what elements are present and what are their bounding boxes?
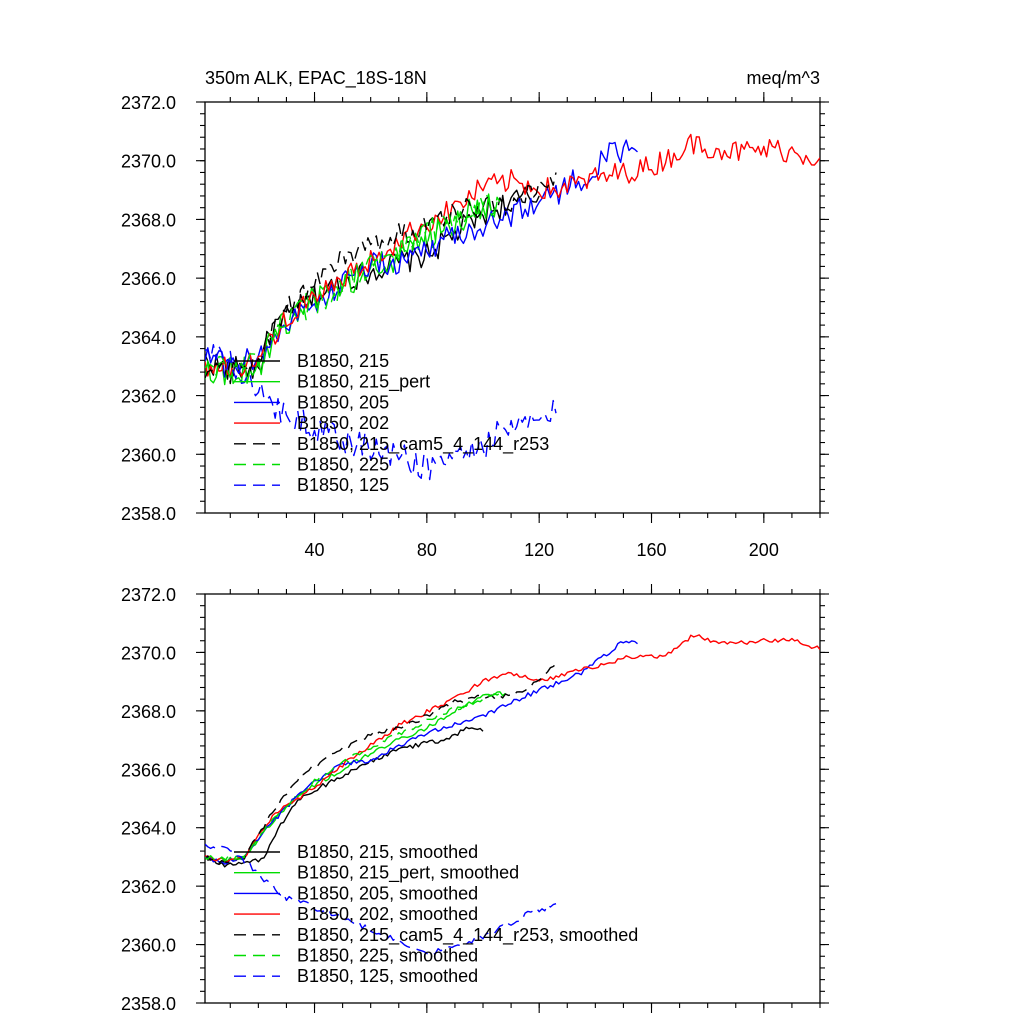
- series-line-1: [205, 193, 498, 386]
- series-line-smoothed-0: [205, 726, 484, 868]
- legend-label: B1850, 125: [297, 475, 389, 495]
- y-tick-label: 2360.0: [121, 445, 176, 465]
- plot-frame: [204, 101, 821, 514]
- bottom-panel: 2358.0 2360.0 2362.0 2364.0 2366.0 2368.0 2370…: [121, 584, 829, 1014]
- x-tick-label: 40: [305, 540, 325, 560]
- legend-label: B1850, 215_pert, smoothed: [297, 863, 519, 884]
- y-tick-label: 2372.0: [121, 93, 176, 113]
- y-tick-label: 2370.0: [121, 643, 176, 663]
- series-line-smoothed-1: [205, 691, 506, 862]
- plot-frame: [204, 593, 821, 1004]
- y-tick-label: 2370.0: [121, 152, 176, 172]
- y-tick-label: 2358.0: [121, 504, 176, 524]
- legend-label: B1850, 215_cam5_4_144_r253, smoothed: [297, 925, 638, 946]
- x-tick-label: 200: [749, 540, 779, 560]
- y-tick-label: 2372.0: [121, 585, 176, 605]
- legend-label: B1850, 202: [297, 413, 389, 433]
- series-line-smoothed-4: [205, 663, 557, 864]
- series-line-smoothed-6: [205, 843, 557, 956]
- series-line-4: [205, 172, 557, 385]
- series-group: [205, 133, 820, 481]
- series-line-5: [205, 194, 501, 379]
- legend-label: B1850, 215: [297, 351, 389, 371]
- y-tick-label: 2364.0: [121, 328, 176, 348]
- y-tick-label: 2368.0: [121, 702, 176, 722]
- top-panel: 350m ALK, EPAC_18S-18N meq/m^3 2358.0 236…: [121, 68, 829, 560]
- y-tick-label: 2358.0: [121, 994, 176, 1014]
- series-line-3: [205, 133, 820, 377]
- legend-label: B1850, 202, smoothed: [297, 904, 478, 924]
- legend-label: B1850, 205: [297, 392, 389, 412]
- y-tick-label: 2360.0: [121, 936, 176, 956]
- x-tick-label: 120: [524, 540, 554, 560]
- y-tick-label: 2362.0: [121, 387, 176, 407]
- chart-title: 350m ALK, EPAC_18S-18N: [205, 68, 427, 89]
- legend-label: B1850, 225: [297, 455, 389, 475]
- x-tick-label: 80: [417, 540, 437, 560]
- legend-label: B1850, 225, smoothed: [297, 946, 478, 966]
- legend-label: B1850, 205, smoothed: [297, 883, 478, 903]
- y-tick-label: 2368.0: [121, 210, 176, 230]
- y-tick-label: 2366.0: [121, 269, 176, 289]
- series-line-smoothed-2: [205, 640, 638, 865]
- series-line-smoothed-3: [205, 634, 820, 863]
- legend-label: B1850, 125, smoothed: [297, 966, 478, 986]
- series-line-smoothed-5: [205, 692, 501, 862]
- legend-label: B1850, 215_cam5_4_144_r253: [297, 434, 549, 455]
- series-line-6: [205, 344, 557, 481]
- legend-label: B1850, 215, smoothed: [297, 842, 478, 862]
- y-tick-label: 2364.0: [121, 819, 176, 839]
- series-group: [205, 634, 820, 956]
- legend-label: B1850, 215_pert: [297, 372, 430, 393]
- y-tick-label: 2366.0: [121, 760, 176, 780]
- x-tick-label: 160: [636, 540, 666, 560]
- y-tick-label: 2362.0: [121, 877, 176, 897]
- units-label: meq/m^3: [747, 68, 820, 88]
